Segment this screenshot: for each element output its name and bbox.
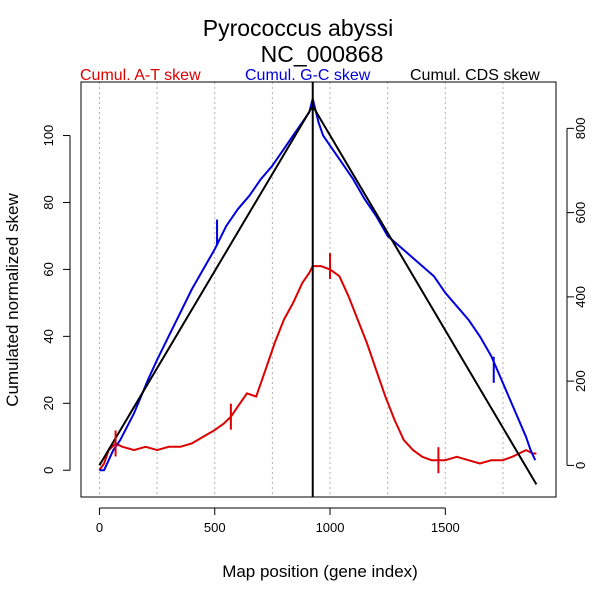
legend-at-skew: Cumul. A-T skew xyxy=(80,67,201,84)
y-tick-label-0: 0 xyxy=(41,467,56,474)
segment-marks xyxy=(114,219,495,474)
series-line-0 xyxy=(98,265,537,471)
y2-tick-label-1: 200 xyxy=(573,370,588,392)
x-tick-label-3: 1500 xyxy=(431,520,460,535)
data-series xyxy=(98,82,538,497)
y2-tick-label-0: 0 xyxy=(573,462,588,469)
y-tick-label-1: 20 xyxy=(41,396,56,410)
x-tick-label-2: 1000 xyxy=(316,520,345,535)
y-tick-label-5: 100 xyxy=(41,125,56,147)
x-tick-label-0: 0 xyxy=(96,520,103,535)
legend-gc-skew: Cumul. G-C skew xyxy=(245,67,371,84)
x-axis-title: Map position (gene index) xyxy=(222,562,418,581)
y-tick-label-4: 80 xyxy=(41,195,56,209)
y2-tick-label-2: 400 xyxy=(573,286,588,308)
y2-tick-label-3: 600 xyxy=(573,202,588,224)
legend-cds-skew: Cumul. CDS skew xyxy=(410,67,540,84)
y-tick-label-2: 40 xyxy=(41,329,56,343)
plot-frame xyxy=(80,81,557,498)
y2-tick-label-4: 800 xyxy=(573,117,588,139)
chart-subtitle: NC_000868 xyxy=(261,41,384,67)
chart-title: Pyrococcus abyssi xyxy=(203,15,393,41)
y-tick-label-3: 60 xyxy=(41,262,56,276)
y-axis-title: Cumulated normalized skew xyxy=(3,193,22,407)
x-tick-label-1: 500 xyxy=(204,520,226,535)
